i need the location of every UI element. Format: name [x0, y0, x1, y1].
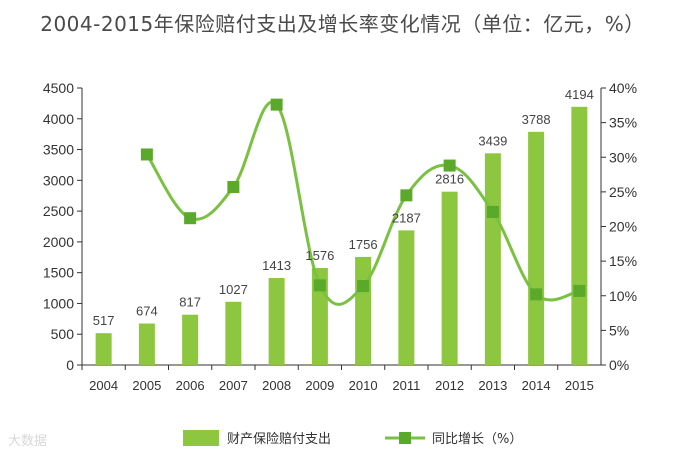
x-tick-label: 2005: [132, 378, 161, 393]
bar-data-label: 3439: [478, 133, 507, 148]
bar: [571, 106, 588, 365]
right-tick-label: 40%: [609, 80, 637, 96]
x-tick-label: 2014: [522, 378, 551, 393]
bar-series: [95, 106, 588, 365]
bar: [355, 256, 372, 365]
legend-bar-swatch: [183, 430, 219, 446]
right-tick-label: 20%: [609, 219, 637, 235]
bar-data-label: 2816: [435, 172, 464, 187]
right-tick-label: 35%: [609, 115, 637, 131]
growth-marker: [270, 98, 283, 111]
growth-marker: [357, 280, 370, 293]
bar: [441, 191, 458, 365]
growth-marker: [227, 181, 240, 194]
growth-marker: [184, 212, 197, 225]
bar-data-label: 517: [93, 313, 115, 328]
left-tick-label: 1000: [43, 295, 74, 311]
growth-marker: [530, 288, 543, 301]
left-tick-label: 2000: [43, 234, 74, 250]
bar-data-label: 2187: [392, 210, 421, 225]
bar: [528, 131, 545, 365]
bar: [138, 323, 155, 365]
x-tick-label: 2013: [478, 378, 507, 393]
left-tick-label: 1500: [43, 265, 74, 281]
bar: [95, 333, 112, 365]
left-tick-label: 0: [66, 357, 74, 373]
right-tick-label: 15%: [609, 253, 637, 269]
bar-data-label: 1756: [349, 237, 378, 252]
growth-marker: [573, 284, 586, 297]
legend: 财产保险赔付支出 同比增长（%）: [183, 430, 522, 447]
bar: [398, 230, 415, 365]
right-tick-label: 0%: [609, 357, 629, 373]
left-tick-label: 4000: [43, 111, 74, 127]
growth-marker: [486, 205, 499, 218]
bar-data-label: 1027: [219, 282, 248, 297]
x-tick-label: 2011: [392, 378, 420, 393]
left-tick-label: 3500: [43, 142, 74, 158]
legend-line-label: 同比增长（%）: [432, 432, 522, 447]
left-tick-label: 3000: [43, 172, 74, 188]
x-tick-label: 2010: [349, 378, 378, 393]
growth-marker: [140, 148, 153, 161]
growth-marker: [400, 189, 413, 202]
left-tick-label: 500: [51, 326, 75, 342]
bar-data-label: 1576: [305, 248, 334, 263]
x-tick-label: 2004: [89, 378, 118, 393]
bar-data-label: 1413: [262, 258, 291, 273]
x-tick-label: 2009: [305, 378, 334, 393]
line-series: [140, 98, 586, 306]
right-tick-label: 5%: [609, 322, 629, 338]
right-tick-label: 25%: [609, 184, 637, 200]
left-tick-label: 4500: [43, 80, 74, 96]
bar-data-label: 817: [179, 295, 201, 310]
x-tick-label: 2006: [176, 378, 205, 393]
legend-line-marker: [399, 432, 411, 444]
axes: 0 500 1000 1500 2000 2500 3000 3500 4000 4500 0% 5%…: [43, 80, 637, 393]
x-tick-label: 2008: [262, 378, 291, 393]
bar: [225, 301, 242, 365]
bar-data-label: 674: [136, 304, 158, 319]
left-tick-label: 2500: [43, 203, 74, 219]
x-tick-label: 2015: [565, 378, 594, 393]
bar-data-label: 3788: [522, 112, 551, 127]
right-tick-label: 30%: [609, 149, 637, 165]
bar: [268, 278, 285, 365]
bar: [484, 153, 501, 365]
x-tick-label: 2012: [435, 378, 464, 393]
growth-marker: [443, 159, 456, 172]
data-labels: 517 674 817 1027 1413 1576 1756 2187 2816 3439 378…: [93, 87, 594, 328]
x-tick-label: 2007: [219, 378, 248, 393]
chart-title: 2004-2015年保险赔付支出及增长率变化情况（单位：亿元，%）: [40, 12, 645, 36]
growth-marker: [313, 279, 326, 292]
watermark: 大数据: [8, 434, 48, 449]
bar: [182, 314, 199, 365]
right-tick-label: 10%: [609, 288, 637, 304]
bar-data-label: 4194: [565, 87, 594, 102]
legend-bar-label: 财产保险赔付支出: [227, 432, 331, 447]
